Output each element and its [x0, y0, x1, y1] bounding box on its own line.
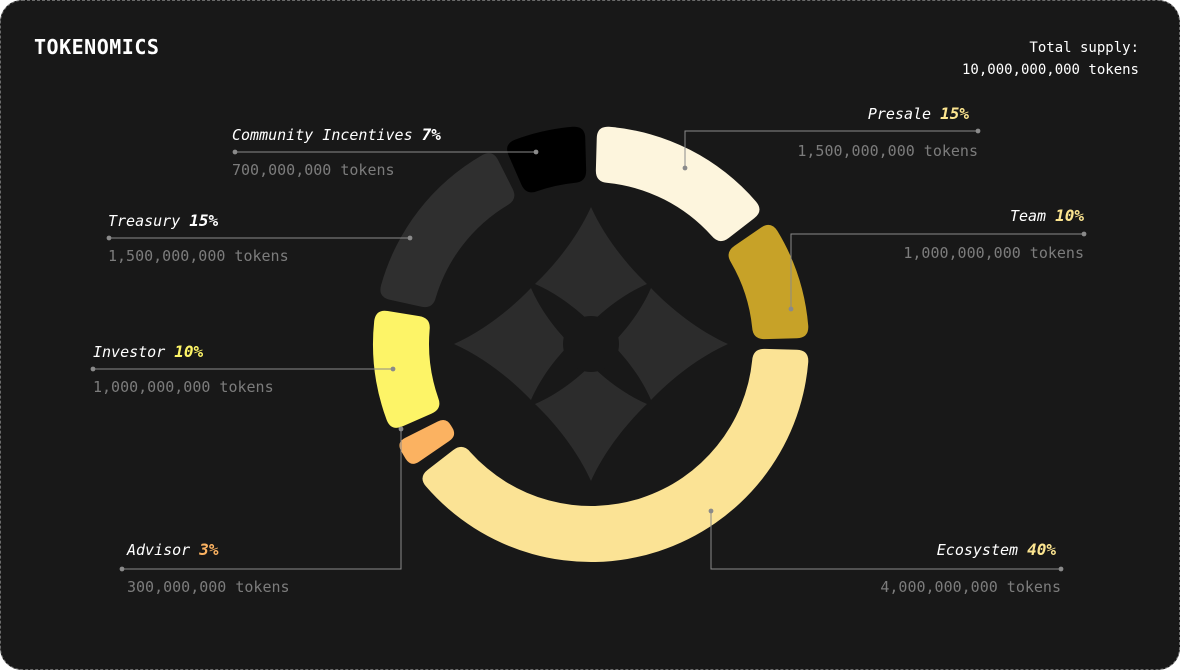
label-pct-investor: 10% [174, 342, 203, 361]
label-ecosystem: Ecosystem 40% [937, 540, 1057, 559]
page-title: TOKENOMICS [34, 35, 160, 59]
label-tokens-investor: 1,000,000,000 tokens [93, 378, 274, 396]
donut-segment-team [728, 224, 809, 340]
four-point-star-logo-icon [454, 207, 728, 481]
leader-end-dot-presale [975, 128, 981, 134]
label-pct-ecosystem: 40% [1027, 540, 1056, 559]
donut-segment-treasury [380, 153, 515, 308]
label-tokens-team: 1,000,000,000 tokens [903, 244, 1084, 262]
leader-line-advisor [122, 429, 402, 570]
label-name-investor: Investor [93, 343, 174, 361]
total-supply: Total supply: 10,000,000,000 tokens [962, 37, 1139, 81]
donut-segment-investor [372, 310, 440, 428]
leader-line-presale [684, 130, 978, 168]
emblem-petal-bottom [535, 365, 647, 481]
donut-segment-ecosystem [422, 348, 809, 562]
emblem-petal-right [612, 288, 728, 400]
label-tokens-advisor: 300,000,000 tokens [127, 578, 290, 596]
donut-segment-community-incentives [507, 126, 587, 193]
label-pct-community-incentives: 7% [422, 125, 442, 144]
leader-dot-treasury [407, 235, 413, 241]
label-pct-presale: 15% [940, 104, 969, 123]
label-name-team: Team [1010, 207, 1055, 225]
label-name-community-incentives: Community Incentives [232, 126, 422, 144]
label-pct-treasury: 15% [189, 211, 218, 230]
label-tokens-ecosystem: 4,000,000,000 tokens [880, 578, 1061, 596]
label-pct-team: 10% [1055, 206, 1084, 225]
label-tokens-community-incentives: 700,000,000 tokens [232, 161, 395, 179]
emblem-petal-left [454, 288, 570, 400]
donut-segment-presale [595, 126, 760, 242]
leader-dot-ecosystem [708, 508, 714, 514]
leader-end-dot-team [1081, 231, 1087, 237]
leader-line-ecosystem [710, 511, 1061, 570]
label-tokens-treasury: 1,500,000,000 tokens [108, 247, 289, 265]
leader-dot-presale [682, 165, 688, 171]
donut-segments [372, 126, 809, 562]
emblem-petal-top [535, 207, 647, 323]
label-team: Team 10% [1010, 206, 1084, 225]
leader-dot-community-incentives [533, 149, 539, 155]
leader-end-dot-investor [90, 366, 96, 372]
leader-dot-advisor [398, 426, 404, 432]
label-investor: Investor 10% [93, 342, 204, 361]
label-name-presale: Presale [868, 105, 940, 123]
leader-dot-team [788, 306, 794, 312]
total-supply-label: Total supply: [1029, 40, 1139, 56]
label-name-ecosystem: Ecosystem [937, 541, 1027, 559]
leader-dot-investor [390, 366, 396, 372]
label-advisor: Advisor 3% [126, 540, 219, 559]
label-tokens-presale: 1,500,000,000 tokens [797, 142, 978, 160]
leader-end-dot-treasury [106, 235, 112, 241]
label-name-advisor: Advisor [126, 541, 199, 559]
label-name-treasury: Treasury [108, 212, 189, 230]
total-supply-value: 10,000,000,000 tokens [961, 62, 1139, 78]
leader-end-dot-ecosystem [1058, 566, 1064, 572]
label-treasury: Treasury 15% [108, 211, 219, 230]
donut-segment-advisor [399, 419, 455, 464]
label-presale: Presale 15% [868, 104, 970, 123]
leader-end-dot-advisor [119, 566, 125, 572]
emblem-center-hole [563, 316, 619, 372]
leader-end-dot-community-incentives [232, 149, 238, 155]
leader-line-team [790, 233, 1084, 309]
label-community-incentives: Community Incentives 7% [232, 125, 441, 144]
label-pct-advisor: 3% [198, 540, 219, 559]
